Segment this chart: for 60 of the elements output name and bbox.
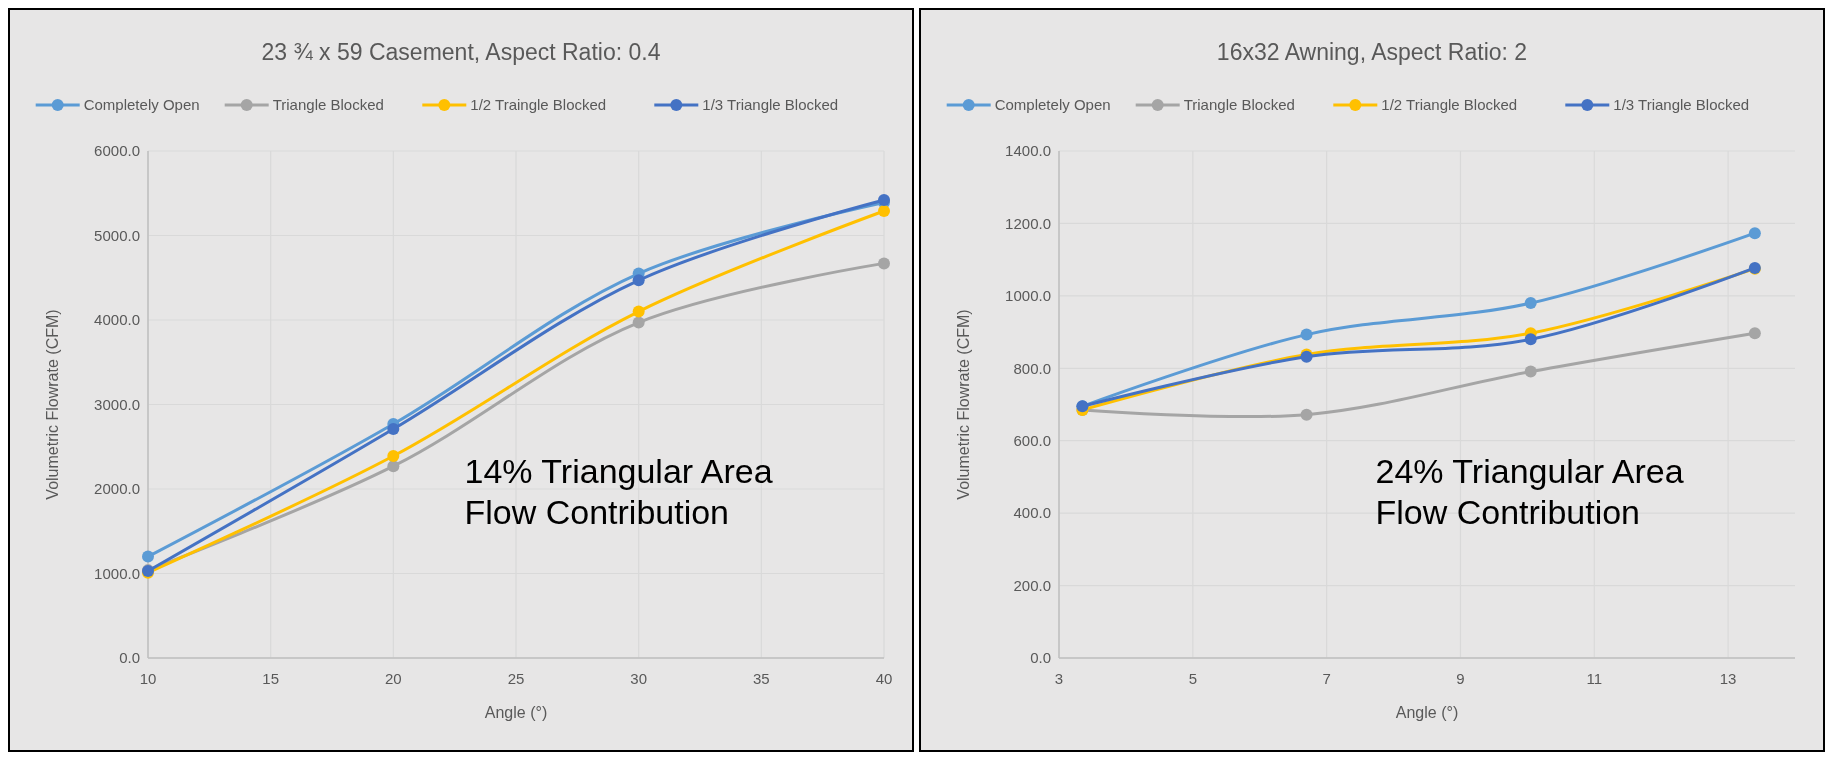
x-tick-label: 11 (1586, 670, 1603, 687)
y-axis-title: Volumetric Flowrate (CFM) (44, 309, 61, 500)
point (1524, 333, 1537, 346)
point (878, 257, 890, 270)
point (632, 274, 645, 287)
annotation: 24% Triangular Area Flow Contribution (1375, 452, 1684, 531)
y-tick-label: 1200.0 (1005, 214, 1051, 232)
y-tick-label: 4000.0 (94, 311, 140, 329)
x-tick-label: 10 (139, 670, 157, 687)
point (1524, 365, 1537, 378)
legend-label: 1/2 Triangle Blocked (1381, 96, 1518, 114)
x-axis-title: Angle (°) (1395, 704, 1459, 721)
y-tick-label: 400.0 (1013, 504, 1051, 522)
y-tick-label: 600.0 (1013, 431, 1051, 449)
point (387, 450, 400, 463)
point (1524, 297, 1537, 310)
annotation: 14% Triangular Area Flow Contribution (464, 452, 773, 531)
legend-label: Completely Open (994, 96, 1111, 114)
x-tick-label: 3 (1054, 670, 1064, 687)
point (387, 423, 400, 436)
x-tick-label: 15 (262, 670, 280, 687)
legend-label: Completely Open (83, 96, 200, 114)
y-tick-label: 1400.0 (1005, 142, 1051, 160)
point (632, 305, 645, 318)
y-tick-label: 0.0 (119, 649, 140, 667)
point (1300, 328, 1313, 341)
chart-title: 23 ¾ x 59 Casement, Aspect Ratio: 0.4 (261, 39, 661, 65)
x-tick-label: 30 (630, 670, 648, 687)
x-tick-label: 40 (875, 670, 893, 687)
x-tick-label: 25 (507, 670, 525, 687)
legend-label: 1/3 Triangle Blocked (1613, 96, 1750, 114)
y-tick-label: 3000.0 (94, 395, 140, 413)
x-axis-title: Angle (°) (484, 704, 548, 721)
x-tick-label: 5 (1188, 670, 1197, 687)
point (1748, 227, 1761, 240)
x-tick-label: 9 (1456, 670, 1465, 687)
legend-label: 1/2 Traingle Blocked (470, 96, 607, 114)
point (387, 460, 400, 473)
legend-label: Triangle Blocked (1183, 96, 1295, 114)
x-tick-label: 7 (1322, 670, 1331, 687)
y-tick-label: 200.0 (1013, 576, 1051, 594)
chart-title: 16x32 Awning, Aspect Ratio: 2 (1216, 39, 1528, 65)
y-tick-label: 2000.0 (94, 480, 140, 498)
point (632, 316, 645, 329)
x-tick-label: 13 (1719, 670, 1737, 687)
x-tick-label: 20 (384, 670, 402, 687)
y-axis-title: Volumetric Flowrate (CFM) (955, 309, 972, 500)
point (1748, 327, 1761, 340)
y-tick-label: 1000.0 (1005, 287, 1051, 305)
y-tick-label: 0.0 (1030, 649, 1051, 667)
y-tick-label: 6000.0 (94, 142, 140, 160)
x-tick-label: 35 (752, 670, 770, 687)
y-tick-label: 1000.0 (94, 564, 140, 582)
point (1300, 408, 1313, 421)
point (878, 205, 890, 217)
legend-label: 1/3 Triangle Blocked (702, 96, 839, 114)
legend-label: Triangle Blocked (272, 96, 384, 114)
point (142, 550, 154, 563)
y-tick-label: 800.0 (1013, 359, 1051, 377)
y-tick-label: 5000.0 (94, 226, 140, 244)
